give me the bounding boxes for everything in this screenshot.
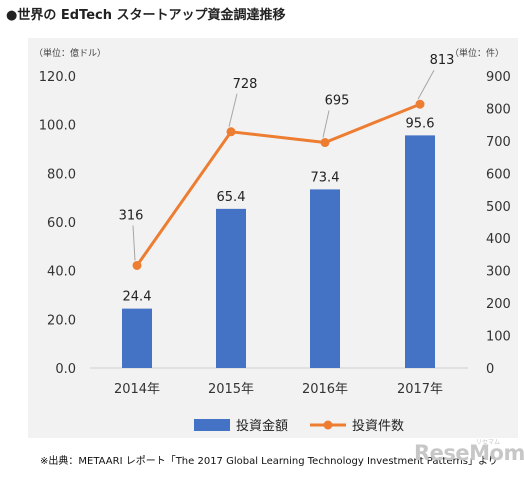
right-axis-unit: （単位：件） <box>450 49 505 59</box>
resemom-logo-sub: リセマム <box>476 439 501 446</box>
bar-2 <box>216 208 246 368</box>
left-axis-tick-label: 100.0 <box>39 119 76 134</box>
chart-title: ●世界の EdTech スタートアップ資金調達推移 <box>6 8 286 23</box>
source-note: ※出典：METAARI レポート「The 2017 Global Learnin… <box>40 456 498 467</box>
right-axis-tick-label: 200 <box>486 297 511 312</box>
bar-4 <box>405 135 435 368</box>
line-point-3 <box>320 138 330 148</box>
bar-data-label: 73.4 <box>311 170 340 185</box>
x-axis-tick-label: 2016年 <box>302 382 348 397</box>
bar-data-label: 65.4 <box>217 190 246 205</box>
right-axis-tick-label: 100 <box>486 330 511 345</box>
x-axis-tick-label: 2017年 <box>397 382 443 397</box>
line-label-leader <box>322 110 330 138</box>
x-axis-tick-label: 2014年 <box>114 382 160 397</box>
left-axis-tick-label: 40.0 <box>47 265 76 280</box>
line-point-2 <box>226 127 236 137</box>
line-data-label: 728 <box>233 77 258 92</box>
right-axis-tick-label: 900 <box>486 70 511 85</box>
line-data-label: 316 <box>119 208 144 223</box>
line-point-4 <box>415 99 425 109</box>
right-axis-tick-label: 400 <box>486 232 511 247</box>
line-data-label: 695 <box>325 94 350 109</box>
right-axis-tick-label: 800 <box>486 102 511 117</box>
line-data-label: 813 <box>430 53 455 68</box>
left-axis-tick-label: 20.0 <box>47 313 76 328</box>
chart-background <box>28 38 518 438</box>
legend-swatch-investment-amount <box>194 419 230 431</box>
legend-label-investment-amount: 投資金額 <box>236 418 288 434</box>
resemom-logo: ReseMom <box>414 441 524 465</box>
legend-marker-investment-count <box>323 420 333 430</box>
left-axis-tick-label: 0.0 <box>55 362 76 377</box>
line-series-investment-count <box>135 102 421 267</box>
bar-data-label: 95.6 <box>406 116 435 131</box>
legend-label-investment-count: 投資件数 <box>352 418 404 434</box>
bar-1 <box>122 308 152 368</box>
right-axis-tick-label: 500 <box>486 200 511 215</box>
right-axis-tick-label: 600 <box>486 167 511 182</box>
line-label-leader <box>132 225 136 261</box>
left-axis-tick-label: 60.0 <box>47 216 76 231</box>
x-axis-tick-label: 2015年 <box>208 382 254 397</box>
line-point-1 <box>132 260 142 270</box>
left-axis-tick-label: 120.0 <box>39 70 76 85</box>
left-axis-unit: （単位：億ドル） <box>34 49 107 59</box>
bar-3 <box>310 189 340 368</box>
bar-data-label: 24.4 <box>123 290 152 305</box>
right-axis-tick-label: 0 <box>486 362 494 377</box>
right-axis-tick-label: 300 <box>486 265 511 280</box>
left-axis-tick-label: 80.0 <box>47 167 76 182</box>
line-label-leader <box>228 93 238 127</box>
right-axis-tick-label: 700 <box>486 135 511 150</box>
line-label-leader <box>417 69 435 100</box>
